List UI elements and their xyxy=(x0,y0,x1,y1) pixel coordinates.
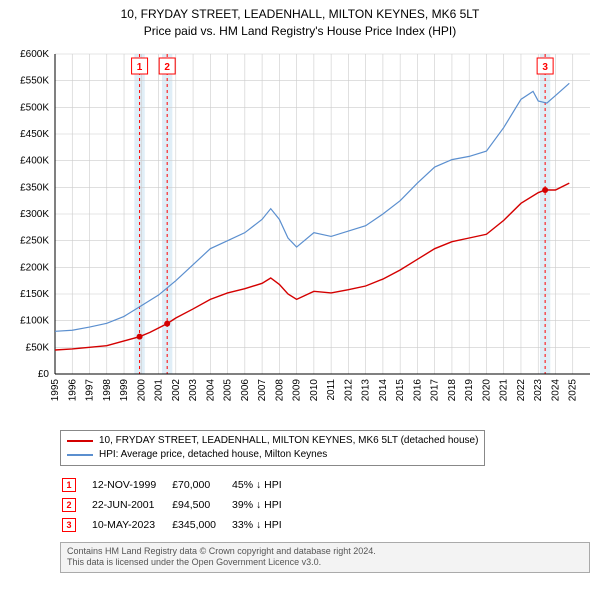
series-dot xyxy=(137,333,143,339)
x-tick-label: 1997 xyxy=(85,378,96,401)
line-chart-svg: £0 £50K £100K £150K £200K £250K £300K £350K £400… xyxy=(0,44,600,424)
title-block: 10, FRYDAY STREET, LEADENHALL, MILTON KE… xyxy=(0,0,600,44)
transaction-date: 12-NOV-1999 xyxy=(92,476,170,494)
transaction-row: 3 10-MAY-2023£345,00033% ↓ HPI xyxy=(62,516,296,534)
x-tick-label: 2001 xyxy=(154,378,165,401)
license-line-1: Contains HM Land Registry data © Crown c… xyxy=(67,546,583,558)
title-line-1: 10, FRYDAY STREET, LEADENHALL, MILTON KE… xyxy=(0,6,600,23)
x-tick-label: 2007 xyxy=(257,378,268,401)
chart-marker-number: 2 xyxy=(164,62,170,73)
y-tick-label: £500K xyxy=(20,102,49,113)
x-tick-label: 2009 xyxy=(292,378,303,401)
y-tick-label: £350K xyxy=(20,182,49,193)
x-tick-label: 1996 xyxy=(67,378,78,401)
x-tick-label: 2012 xyxy=(343,378,354,401)
transaction-date: 10-MAY-2023 xyxy=(92,516,170,534)
x-tick-label: 2002 xyxy=(171,378,182,401)
x-tick-label: 2010 xyxy=(309,378,320,401)
transaction-price: £70,000 xyxy=(172,476,230,494)
x-tick-label: 2025 xyxy=(568,378,579,401)
legend-label: HPI: Average price, detached house, Milt… xyxy=(99,448,327,462)
transaction-row: 1 12-NOV-1999£70,00045% ↓ HPI xyxy=(62,476,296,494)
x-tick-label: 2014 xyxy=(378,378,389,401)
series-dot xyxy=(542,187,548,193)
x-tick-label: 1998 xyxy=(102,378,113,401)
series-price_paid xyxy=(55,183,569,350)
x-tick-label: 1995 xyxy=(50,378,61,401)
transactions-table: 1 12-NOV-1999£70,00045% ↓ HPI 2 22-JUN-2001… xyxy=(60,474,298,536)
x-tick-label: 2000 xyxy=(136,378,147,401)
y-tick-label: £50K xyxy=(26,342,50,353)
license-line-2: This data is licensed under the Open Gov… xyxy=(67,557,583,569)
transaction-date: 22-JUN-2001 xyxy=(92,496,170,514)
y-tick-label: £450K xyxy=(20,129,49,140)
x-tick-label: 2024 xyxy=(550,378,561,401)
x-tick-label: 2011 xyxy=(326,378,337,400)
x-tick-label: 2018 xyxy=(447,378,458,401)
transaction-delta: 33% ↓ HPI xyxy=(232,516,296,534)
transaction-price: £94,500 xyxy=(172,496,230,514)
y-tick-label: £100K xyxy=(20,315,49,326)
legend-label: 10, FRYDAY STREET, LEADENHALL, MILTON KE… xyxy=(99,434,478,448)
y-tick-label: £200K xyxy=(20,262,49,273)
transaction-delta: 39% ↓ HPI xyxy=(232,496,296,514)
x-tick-label: 2015 xyxy=(395,378,406,401)
x-tick-label: 2005 xyxy=(223,378,234,401)
chart-marker-number: 3 xyxy=(542,62,548,73)
y-tick-label: £300K xyxy=(20,209,49,220)
x-tick-label: 2008 xyxy=(274,378,285,401)
y-tick-label: £150K xyxy=(20,289,49,300)
x-tick-label: 2016 xyxy=(412,378,423,401)
legend-swatch xyxy=(67,440,93,442)
chart-marker-number: 1 xyxy=(137,62,143,73)
title-line-2: Price paid vs. HM Land Registry's House … xyxy=(0,23,600,40)
x-tick-label: 2023 xyxy=(533,378,544,401)
y-tick-label: £600K xyxy=(20,49,49,60)
x-tick-label: 2006 xyxy=(240,378,251,401)
transaction-delta: 45% ↓ HPI xyxy=(232,476,296,494)
x-tick-label: 2022 xyxy=(516,378,527,401)
y-tick-label: £250K xyxy=(20,235,49,246)
series-dot xyxy=(164,320,170,326)
y-tick-label: £550K xyxy=(20,75,49,86)
y-tick-label: £0 xyxy=(38,369,50,380)
legend: 10, FRYDAY STREET, LEADENHALL, MILTON KE… xyxy=(60,430,485,466)
x-tick-label: 2020 xyxy=(481,378,492,401)
x-tick-label: 1999 xyxy=(119,378,130,401)
x-tick-label: 2013 xyxy=(361,378,372,401)
legend-item-price-paid: 10, FRYDAY STREET, LEADENHALL, MILTON KE… xyxy=(67,434,478,448)
legend-swatch xyxy=(67,454,93,456)
transaction-marker-badge: 1 xyxy=(62,478,76,492)
x-tick-label: 2019 xyxy=(464,378,475,401)
license-box: Contains HM Land Registry data © Crown c… xyxy=(60,542,590,573)
plot-area: £0 £50K £100K £150K £200K £250K £300K £350K £400… xyxy=(0,44,600,424)
x-tick-label: 2003 xyxy=(188,378,199,401)
transaction-marker-badge: 3 xyxy=(62,518,76,532)
y-tick-label: £400K xyxy=(20,155,49,166)
x-tick-label: 2017 xyxy=(430,378,441,401)
x-tick-label: 2004 xyxy=(205,378,216,401)
transaction-price: £345,000 xyxy=(172,516,230,534)
x-tick-label: 2021 xyxy=(499,378,510,401)
transaction-row: 2 22-JUN-2001£94,50039% ↓ HPI xyxy=(62,496,296,514)
chart-container: 10, FRYDAY STREET, LEADENHALL, MILTON KE… xyxy=(0,0,600,573)
legend-item-hpi: HPI: Average price, detached house, Milt… xyxy=(67,448,478,462)
transaction-marker-badge: 2 xyxy=(62,498,76,512)
